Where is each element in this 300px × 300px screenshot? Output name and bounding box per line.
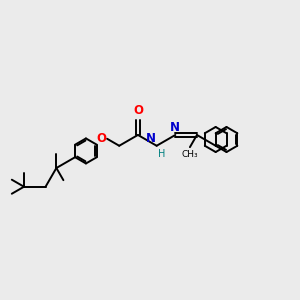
Text: N: N	[170, 122, 180, 134]
Text: CH₃: CH₃	[182, 149, 198, 158]
Text: N: N	[146, 132, 155, 145]
Text: H: H	[158, 149, 165, 159]
Text: O: O	[97, 132, 106, 145]
Text: O: O	[133, 104, 143, 117]
